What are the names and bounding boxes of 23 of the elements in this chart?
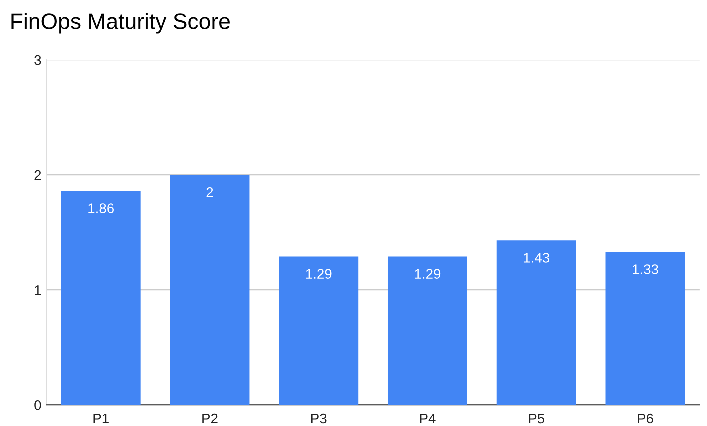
x-tick-label: P6 — [638, 414, 654, 424]
data-label: 1.29 — [306, 269, 332, 280]
x-tick-label: P4 — [420, 414, 436, 424]
bar — [170, 175, 250, 406]
data-label: 1.29 — [415, 269, 441, 280]
y-tick-label: 1 — [35, 286, 42, 296]
bar — [606, 252, 686, 406]
data-label: 1.43 — [524, 253, 550, 263]
x-tick-label: P5 — [529, 414, 545, 424]
x-tick-label: P2 — [202, 414, 218, 424]
bar — [388, 256, 468, 406]
x-tick-label: P1 — [94, 414, 109, 424]
y-tick-label: 0 — [34, 400, 42, 410]
y-tick-label: 2 — [34, 170, 42, 180]
chart-title: FinOps Maturity Score — [12, 13, 230, 34]
data-label: 2 — [206, 188, 214, 198]
data-label: 1.33 — [633, 264, 658, 274]
data-label: 1.86 — [88, 204, 114, 214]
x-tick-label: P3 — [312, 414, 327, 424]
bar — [279, 256, 359, 406]
bar — [61, 191, 141, 406]
bar — [496, 240, 576, 406]
y-tick-label: 3 — [34, 55, 42, 66]
